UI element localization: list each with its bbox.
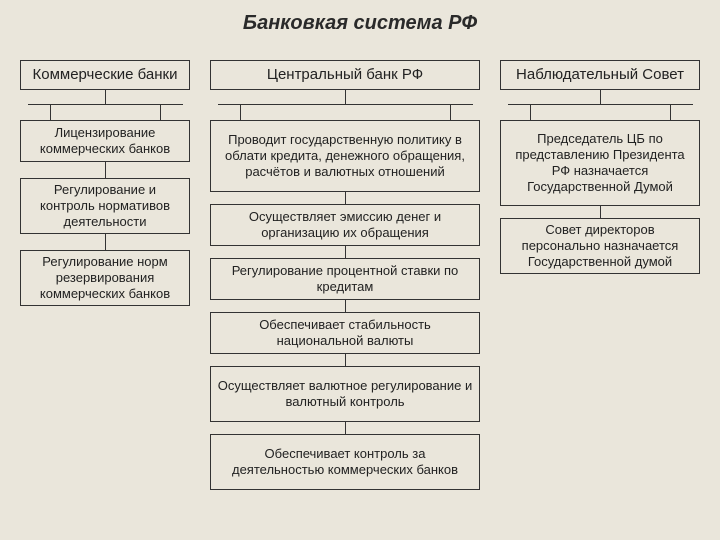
right-item-1: Совет директоров персонально назначается… xyxy=(500,218,700,274)
connector xyxy=(240,104,241,120)
header-center: Центральный банк РФ xyxy=(210,60,480,90)
page-title: Банковкая система РФ xyxy=(0,0,720,39)
left-item-1: Регулирование и контроль нормативов деят… xyxy=(20,178,190,234)
center-item-1: Осуществляет эмиссию денег и организацию… xyxy=(210,204,480,246)
connector xyxy=(345,354,346,366)
connector xyxy=(345,192,346,204)
connector xyxy=(345,300,346,312)
center-item-4: Осуществляет валютное регулирование и ва… xyxy=(210,366,480,422)
connector xyxy=(345,422,346,434)
center-item-3: Обеспечивает стабильность национальной в… xyxy=(210,312,480,354)
connector xyxy=(50,104,51,120)
center-item-2: Регулирование процентной ставки по креди… xyxy=(210,258,480,300)
connector xyxy=(600,90,601,104)
connector xyxy=(600,206,601,218)
connector xyxy=(105,162,106,178)
left-item-0: Лицензирование коммерческих банков xyxy=(20,120,190,162)
connector xyxy=(508,104,693,105)
header-right: Наблюдательный Совет xyxy=(500,60,700,90)
center-item-5: Обеспечивает контроль за деятельностью к… xyxy=(210,434,480,490)
connector xyxy=(530,104,531,120)
header-left: Коммерческие банки xyxy=(20,60,190,90)
left-item-2: Регулирование норм резервирования коммер… xyxy=(20,250,190,306)
connector xyxy=(345,90,346,104)
connector xyxy=(345,246,346,258)
connector xyxy=(105,234,106,250)
connector xyxy=(670,104,671,120)
connector xyxy=(105,90,106,104)
connector xyxy=(450,104,451,120)
center-item-0: Проводит государственную политику в обла… xyxy=(210,120,480,192)
connector xyxy=(218,104,473,105)
right-item-0: Председатель ЦБ по представлению Президе… xyxy=(500,120,700,206)
connector xyxy=(160,104,161,120)
